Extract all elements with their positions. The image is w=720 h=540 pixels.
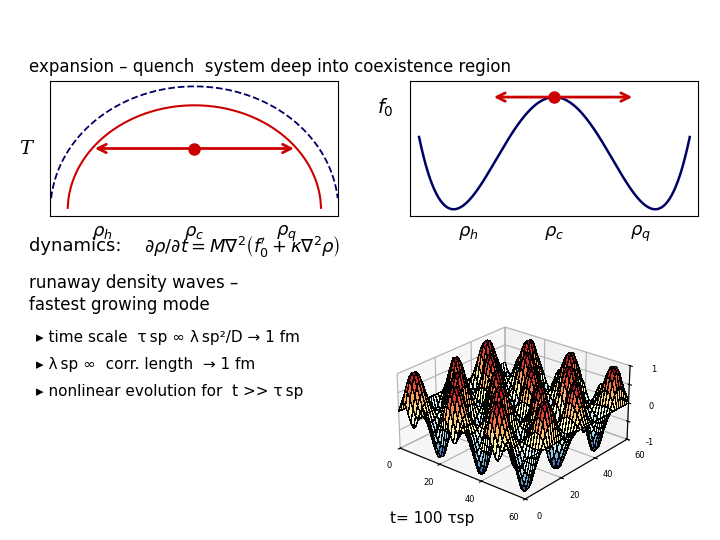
Text: fastest growing mode: fastest growing mode [29, 296, 210, 314]
Text: T: T [19, 139, 32, 158]
Text: $\partial\rho/\partial t = M\nabla^2\left(f_0^{\prime} + \kappa\nabla^2\rho\righ: $\partial\rho/\partial t = M\nabla^2\lef… [144, 233, 341, 259]
Text: $f_0$: $f_0$ [377, 97, 394, 119]
Text: $\rho_q$: $\rho_q$ [276, 224, 297, 244]
Text: $\rho_h$: $\rho_h$ [458, 224, 478, 242]
Text: Phase Separation Dynamics: Phase Separation Dynamics [163, 16, 557, 40]
Text: expansion – quench  system deep into coexistence region: expansion – quench system deep into coex… [29, 58, 510, 77]
Text: ▸ nonlinear evolution for  t >> τ sp: ▸ nonlinear evolution for t >> τ sp [36, 384, 303, 399]
Text: ▸ λ sp ∞  corr. length  → 1 fm: ▸ λ sp ∞ corr. length → 1 fm [36, 357, 256, 372]
Text: t= 100 τsp: t= 100 τsp [390, 511, 474, 526]
Text: ▸ time scale  τ sp ∞ λ sp²/D → 1 fm: ▸ time scale τ sp ∞ λ sp²/D → 1 fm [36, 330, 300, 345]
Text: dynamics:: dynamics: [29, 237, 121, 255]
Text: $\rho_h$: $\rho_h$ [92, 224, 112, 242]
Text: runaway density waves –: runaway density waves – [29, 274, 238, 293]
Text: $\rho_c$: $\rho_c$ [544, 224, 564, 242]
Text: $\rho_c$: $\rho_c$ [184, 224, 204, 242]
Text: $\rho_q$: $\rho_q$ [630, 224, 652, 244]
